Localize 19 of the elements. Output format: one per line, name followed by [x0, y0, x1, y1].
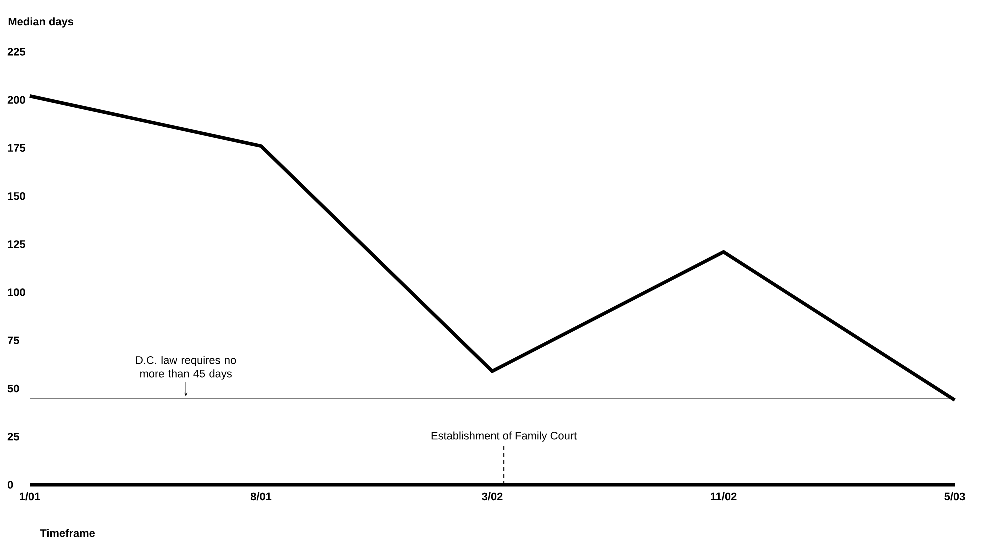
- x-tick-label: 11/02: [711, 492, 737, 501]
- y-tick-label: 125: [8, 240, 26, 248]
- x-tick-label: 5/03: [944, 492, 966, 501]
- y-tick-label: 150: [8, 192, 26, 200]
- ref-line-label: D.C. law requires no more than 45 days: [136, 356, 236, 380]
- y-tick-label: 225: [8, 48, 26, 56]
- y-tick-label: 100: [8, 288, 26, 296]
- x-tick-label: 1/01: [20, 492, 40, 501]
- x-tick-label: 3/02: [482, 492, 503, 501]
- y-axis-title: Median days: [8, 18, 74, 28]
- y-tick-label: 50: [8, 384, 20, 393]
- y-tick-label: 175: [8, 144, 26, 152]
- y-tick-label: 0: [8, 481, 14, 489]
- x-axis-title: Timeframe: [40, 529, 96, 538]
- y-tick-label: 75: [8, 336, 20, 344]
- x-tick-label: 8/01: [250, 492, 272, 501]
- annotation: Establishment of Family Court: [432, 432, 578, 442]
- y-tick-label: 200: [8, 96, 26, 104]
- y-tick-label: 25: [8, 433, 20, 441]
